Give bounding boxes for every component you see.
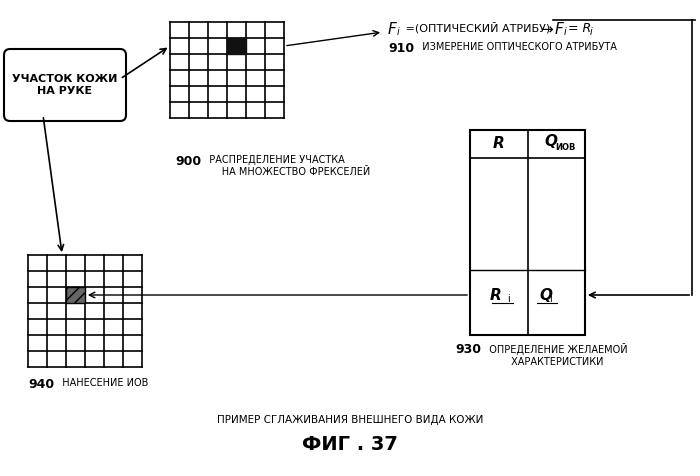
Text: i: i xyxy=(549,294,552,304)
Text: i: i xyxy=(507,294,510,304)
Bar xyxy=(227,38,246,54)
Text: =(ОПТИЧЕСКИЙ АТРИБУ): =(ОПТИЧЕСКИЙ АТРИБУ) xyxy=(402,22,550,33)
Bar xyxy=(470,130,585,335)
Text: R: R xyxy=(490,288,502,303)
Text: →: → xyxy=(540,22,553,37)
Text: 900: 900 xyxy=(175,155,201,168)
Text: НАНЕСЕНИЕ ИОВ: НАНЕСЕНИЕ ИОВ xyxy=(56,378,148,388)
Text: 940: 940 xyxy=(28,378,54,391)
FancyBboxPatch shape xyxy=(4,49,126,121)
Text: Q: Q xyxy=(545,135,558,149)
Text: ИОВ: ИОВ xyxy=(554,142,575,151)
Text: ОПРЕДЕЛЕНИЕ ЖЕЛАЕМОЙ
         ХАРАКТЕРИСТИКИ: ОПРЕДЕЛЕНИЕ ЖЕЛАЕМОЙ ХАРАКТЕРИСТИКИ xyxy=(483,343,628,367)
Text: 910: 910 xyxy=(388,42,414,55)
Text: i: i xyxy=(397,27,400,37)
Text: F: F xyxy=(555,22,564,37)
Text: ПРИМЕР СГЛАЖИВАНИЯ ВНЕШНЕГО ВИДА КОЖИ: ПРИМЕР СГЛАЖИВАНИЯ ВНЕШНЕГО ВИДА КОЖИ xyxy=(217,415,483,425)
Text: 930: 930 xyxy=(455,343,481,356)
Text: ИЗМЕРЕНИЕ ОПТИЧЕСКОГО АТРИБУТА: ИЗМЕРЕНИЕ ОПТИЧЕСКОГО АТРИБУТА xyxy=(416,42,617,52)
Text: ФИГ . 37: ФИГ . 37 xyxy=(302,435,398,454)
Text: Q: Q xyxy=(539,288,552,303)
Text: УЧАСТОК КОЖИ
НА РУКЕ: УЧАСТОК КОЖИ НА РУКЕ xyxy=(13,74,118,96)
Text: F: F xyxy=(388,22,397,37)
Bar xyxy=(66,287,85,303)
Text: i: i xyxy=(590,27,593,37)
Text: R: R xyxy=(493,137,505,151)
Text: = R: = R xyxy=(568,22,591,35)
Text: i: i xyxy=(564,27,567,37)
Text: РАСПРЕДЕЛЕНИЕ УЧАСТКА
      НА МНОЖЕСТВО ФРЕКСЕЛЕЙ: РАСПРЕДЕЛЕНИЕ УЧАСТКА НА МНОЖЕСТВО ФРЕКС… xyxy=(203,155,370,177)
